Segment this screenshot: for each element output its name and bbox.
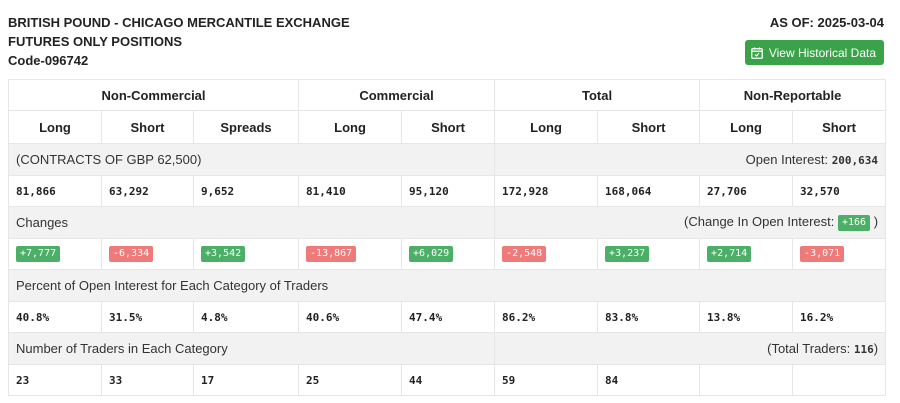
table-cell: 95,120 — [401, 175, 496, 207]
change-oi-badge: +166 — [837, 215, 871, 231]
table-cell: 86.2% — [494, 301, 599, 333]
table-cell: 44 — [401, 364, 496, 396]
column-header: Long — [298, 110, 403, 144]
view-historical-data-button[interactable]: View Historical Data — [744, 40, 884, 65]
group-header-total: Total — [494, 79, 701, 111]
column-header: Short — [401, 110, 496, 144]
report-title-line-2: FUTURES ONLY POSITIONS — [8, 34, 183, 49]
table-cell — [792, 364, 887, 396]
group-header-commercial: Commercial — [298, 79, 496, 111]
change-badge: +3,542 — [201, 246, 246, 262]
as-of-date: AS OF: 2025-03-04 — [769, 15, 884, 30]
table-cell: 27,706 — [699, 175, 794, 207]
column-header: Long — [699, 110, 794, 144]
change-badge: +3,237 — [605, 246, 650, 262]
change-oi-label: (Change In Open Interest: — [684, 214, 835, 229]
group-header-non-commercial: Non-Commercial — [7, 79, 300, 111]
column-header: Long — [494, 110, 599, 144]
table-cell: 84 — [597, 364, 701, 396]
open-interest: Open Interest: 200,634 — [494, 143, 887, 176]
open-interest-label: Open Interest: — [745, 152, 829, 167]
table-cell: 63,292 — [101, 175, 194, 207]
table-cell: 172,928 — [494, 175, 599, 207]
positions-table: Non-Commercial Commercial Total Non-Repo… — [7, 79, 887, 396]
group-header-non-reportable: Non-Reportable — [699, 79, 887, 111]
total-traders-close: ) — [873, 341, 879, 356]
total-traders: (Total Traders: 116) — [494, 332, 887, 365]
calendar-icon — [750, 47, 763, 59]
table-cell: 25 — [298, 364, 403, 396]
total-traders-value: 116 — [853, 343, 874, 356]
view-historical-data-label: View Historical Data — [768, 45, 876, 60]
table-cell: 13.8% — [699, 301, 794, 333]
contracts-label: (CONTRACTS OF GBP 62,500) — [7, 143, 496, 176]
table-cell: 168,064 — [597, 175, 701, 207]
table-cell: 81,410 — [298, 175, 403, 207]
table-cell: 40.8% — [8, 301, 102, 333]
change-badge: -2,548 — [502, 246, 547, 262]
column-header: Short — [792, 110, 887, 144]
table-cell — [699, 364, 794, 396]
table-cell: 40.6% — [298, 301, 403, 333]
change-badge: +2,714 — [707, 246, 752, 262]
table-cell: 9,652 — [192, 175, 300, 207]
table-cell: 16.2% — [792, 301, 887, 333]
report-code: Code-096742 — [8, 53, 89, 68]
table-cell: 81,866 — [8, 175, 102, 207]
column-header: Spreads — [192, 110, 300, 144]
open-interest-value: 200,634 — [831, 154, 879, 167]
column-header: Short — [101, 110, 194, 144]
table-cell: 17 — [192, 364, 300, 396]
change-badge: +7,777 — [16, 246, 61, 262]
change-oi-close: ) — [873, 214, 879, 229]
percent-label: Percent of Open Interest for Each Catego… — [7, 269, 887, 302]
change-badge: -6,334 — [109, 246, 154, 262]
table-cell: 47.4% — [401, 301, 496, 333]
table-cell: 23 — [8, 364, 102, 396]
table-cell: 33 — [101, 364, 194, 396]
change-badge: -13,867 — [306, 246, 357, 262]
table-cell: 31.5% — [101, 301, 194, 333]
change-badge: +6,029 — [409, 246, 454, 262]
column-header: Short — [597, 110, 701, 144]
report-title: BRITISH POUND - CHICAGO MERCANTILE EXCHA… — [8, 13, 350, 70]
table-cell: 83.8% — [597, 301, 701, 333]
table-cell: 32,570 — [792, 175, 887, 207]
change-badge: -3,071 — [800, 246, 845, 262]
report-title-line-1: BRITISH POUND - CHICAGO MERCANTILE EXCHA… — [8, 15, 350, 30]
traders-label: Number of Traders in Each Category — [7, 332, 496, 365]
table-cell: 59 — [494, 364, 599, 396]
change-in-open-interest: (Change In Open Interest: +166 ) — [494, 206, 887, 239]
column-header: Long — [8, 110, 102, 144]
total-traders-label: (Total Traders: — [767, 341, 851, 356]
changes-label: Changes — [7, 206, 496, 239]
table-cell: 4.8% — [192, 301, 300, 333]
